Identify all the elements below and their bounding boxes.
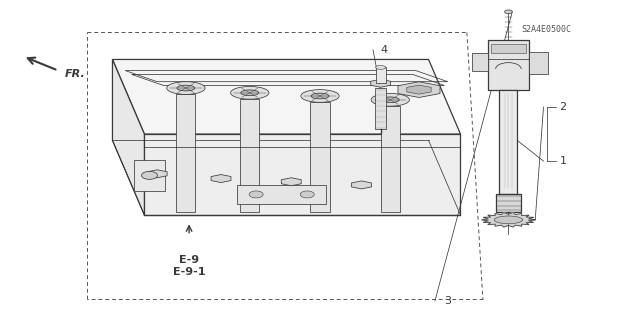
Ellipse shape (371, 93, 410, 106)
Polygon shape (398, 82, 440, 98)
Bar (240, 99, 259, 212)
Text: S2A4E0500C: S2A4E0500C (521, 25, 571, 34)
Polygon shape (113, 59, 145, 215)
Polygon shape (282, 178, 301, 186)
Ellipse shape (381, 97, 399, 103)
Polygon shape (145, 134, 461, 215)
Text: 1: 1 (559, 156, 566, 166)
Bar (134, 160, 166, 191)
Bar (176, 94, 195, 212)
Ellipse shape (311, 93, 329, 99)
Text: 4: 4 (381, 45, 388, 55)
Bar (496, 195, 520, 212)
Polygon shape (211, 174, 231, 182)
Ellipse shape (241, 90, 259, 96)
Ellipse shape (376, 65, 386, 69)
Polygon shape (113, 59, 461, 134)
Text: FR.: FR. (65, 69, 85, 79)
Bar (310, 102, 330, 212)
Bar (488, 41, 529, 90)
Polygon shape (407, 85, 431, 94)
Polygon shape (351, 181, 371, 189)
Polygon shape (481, 213, 535, 227)
Polygon shape (494, 216, 522, 224)
Bar (381, 106, 400, 212)
Ellipse shape (249, 191, 263, 198)
Ellipse shape (301, 90, 339, 102)
Bar (375, 88, 387, 129)
Ellipse shape (167, 82, 205, 94)
Text: 3: 3 (445, 296, 452, 306)
Polygon shape (147, 170, 167, 178)
Bar (491, 44, 526, 53)
Ellipse shape (504, 10, 512, 14)
Ellipse shape (300, 191, 314, 198)
Bar (237, 185, 326, 204)
Ellipse shape (141, 171, 157, 179)
Bar (499, 90, 517, 195)
Bar (529, 51, 548, 74)
Text: 2: 2 (559, 102, 566, 112)
Bar (376, 67, 386, 83)
Ellipse shape (230, 86, 269, 99)
Text: E-9-1: E-9-1 (173, 267, 205, 277)
Ellipse shape (177, 85, 195, 91)
Text: E-9: E-9 (179, 255, 199, 264)
Bar (472, 53, 488, 70)
Polygon shape (371, 79, 390, 87)
